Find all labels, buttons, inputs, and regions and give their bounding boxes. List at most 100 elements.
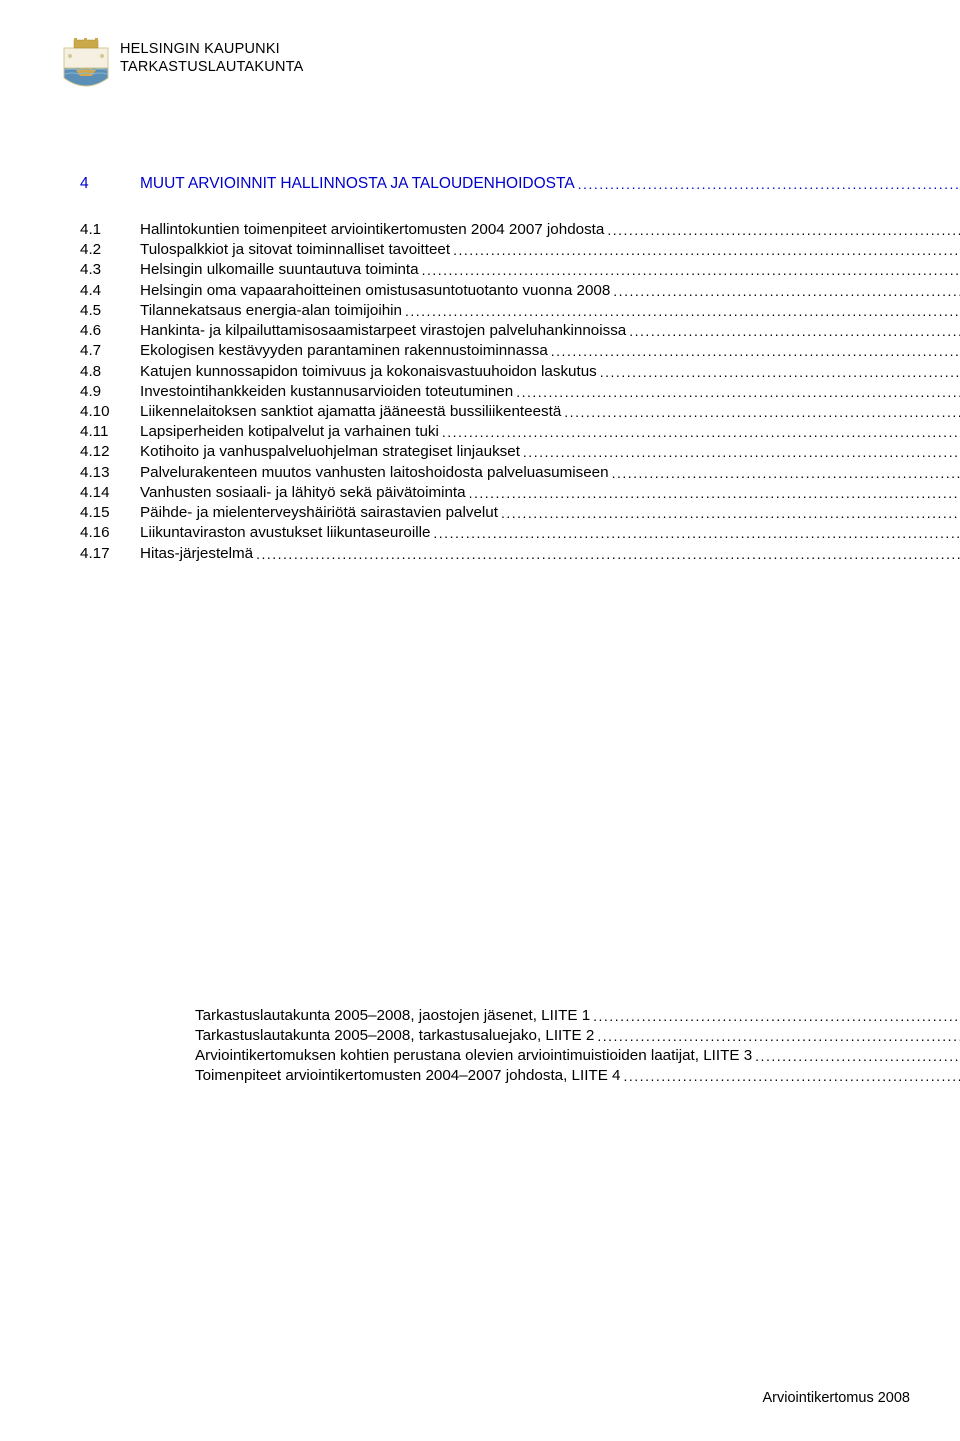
appendix-title-text: Arviointikertomuksen kohtien perustana o… — [195, 1046, 752, 1066]
toc-row: 4.2Tulospalkkiot ja sitovat toiminnallis… — [80, 240, 882, 260]
toc-row: 4.15Päihde- ja mielenterveyshäiriötä sai… — [80, 503, 882, 523]
toc-row: 4.4Helsingin oma vapaarahoitteinen omist… — [80, 281, 882, 301]
toc-title: Helsingin ulkomaille suuntautuva toimint… — [140, 260, 960, 280]
toc-title-text: Hankinta- ja kilpailuttamisosaamistarpee… — [140, 321, 626, 341]
section-title: MUUT ARVIOINNIT HALLINNOSTA JA TALOUDENH… — [140, 175, 960, 193]
toc-title-text: Liikuntaviraston avustukset liikuntaseur… — [140, 523, 430, 543]
section-number: 4 — [80, 175, 140, 193]
toc-number: 4.5 — [80, 301, 140, 321]
toc-title: Vanhusten sosiaali- ja lähityö sekä päiv… — [140, 483, 960, 503]
toc-number: 4.15 — [80, 503, 140, 523]
appendix-title: Arviointikertomuksen kohtien perustana o… — [195, 1046, 960, 1066]
toc-title: Lapsiperheiden kotipalvelut ja varhainen… — [140, 422, 960, 442]
toc-row: 4.7Ekologisen kestävyyden parantaminen r… — [80, 341, 882, 361]
leader-dots — [561, 402, 960, 422]
toc-title: Tulospalkkiot ja sitovat toiminnalliset … — [140, 240, 960, 260]
toc-title: Helsingin oma vapaarahoitteinen omistusa… — [140, 281, 960, 301]
leader-dots — [402, 301, 960, 321]
appendix-row: Tarkastuslautakunta 2005–2008, tarkastus… — [195, 1026, 882, 1046]
toc-title-text: Ekologisen kestävyyden parantaminen rake… — [140, 341, 548, 361]
toc-title: Investointihankkeiden kustannusarvioiden… — [140, 382, 960, 402]
toc-number: 4.11 — [80, 422, 140, 442]
appendix-row: Arviointikertomuksen kohtien perustana o… — [195, 1046, 882, 1066]
toc-row: 4.3Helsingin ulkomaille suuntautuva toim… — [80, 260, 882, 280]
toc-row: 4.1Hallintokuntien toimenpiteet arvioint… — [80, 220, 882, 240]
toc-title-text: Lapsiperheiden kotipalvelut ja varhainen… — [140, 422, 439, 442]
toc-title: Hallintokuntien toimenpiteet arviointike… — [140, 220, 960, 240]
toc-title-text: Hallintokuntien toimenpiteet arviointike… — [140, 220, 604, 240]
toc-number: 4.4 — [80, 281, 140, 301]
toc-number: 4.8 — [80, 362, 140, 382]
leader-dots — [752, 1046, 960, 1066]
toc-row: 4.11Lapsiperheiden kotipalvelut ja varha… — [80, 422, 882, 442]
toc-title-text: Helsingin oma vapaarahoitteinen omistusa… — [140, 281, 610, 301]
toc-row: 4.16Liikuntaviraston avustukset liikunta… — [80, 523, 882, 543]
toc-title-text: Katujen kunnossapidon toimivuus ja kokon… — [140, 362, 597, 382]
leader-dots — [621, 1066, 960, 1086]
toc-number: 4.2 — [80, 240, 140, 260]
toc-title: Hitas-järjestelmä83 — [140, 544, 960, 564]
toc-title-text: Investointihankkeiden kustannusarvioiden… — [140, 382, 513, 402]
appendix-title-text: Tarkastuslautakunta 2005–2008, jaostojen… — [195, 1006, 590, 1026]
appendix-title-text: Toimenpiteet arviointikertomusten 2004–2… — [195, 1066, 621, 1086]
toc-row: 4.17Hitas-järjestelmä83 — [80, 544, 882, 564]
toc-title: Liikennelaitoksen sanktiot ajamatta jään… — [140, 402, 960, 422]
leader-dots — [430, 523, 960, 543]
toc-title-text: Vanhusten sosiaali- ja lähityö sekä päiv… — [140, 483, 466, 503]
toc-title: Katujen kunnossapidon toimivuus ja kokon… — [140, 362, 960, 382]
appendix-title: Tarkastuslautakunta 2005–2008, tarkastus… — [195, 1026, 960, 1046]
leader-dots — [498, 503, 960, 523]
org-line-2: TARKASTUSLAUTAKUNTA — [120, 58, 303, 76]
leader-dots — [604, 220, 960, 240]
toc-number: 4.9 — [80, 382, 140, 402]
toc-title: Palvelurakenteen muutos vanhusten laitos… — [140, 463, 960, 483]
helsinki-crest-icon — [62, 38, 110, 94]
toc-title-text: Tulospalkkiot ja sitovat toiminnalliset … — [140, 240, 450, 260]
appendix-title-text: Tarkastuslautakunta 2005–2008, tarkastus… — [195, 1026, 594, 1046]
appendix-row: Toimenpiteet arviointikertomusten 2004–2… — [195, 1066, 882, 1086]
appendix-list: Tarkastuslautakunta 2005–2008, jaostojen… — [80, 1006, 882, 1087]
toc-row: 4.10Liikennelaitoksen sanktiot ajamatta … — [80, 402, 882, 422]
toc-number: 4.7 — [80, 341, 140, 361]
toc-title-text: Kotihoito ja vanhuspalveluohjelman strat… — [140, 442, 520, 462]
leader-dots — [513, 382, 960, 402]
toc-title: Päihde- ja mielenterveyshäiriötä sairast… — [140, 503, 960, 523]
toc-row: 4.12Kotihoito ja vanhuspalveluohjelman s… — [80, 442, 882, 462]
document-header: HELSINGIN KAUPUNKI TARKASTUSLAUTAKUNTA — [62, 38, 303, 94]
leader-dots — [597, 362, 960, 382]
toc-title: Ekologisen kestävyyden parantaminen rake… — [140, 341, 960, 361]
toc-row: 4.8Katujen kunnossapidon toimivuus ja ko… — [80, 362, 882, 382]
toc-title-text: Päihde- ja mielenterveyshäiriötä sairast… — [140, 503, 498, 523]
leader-dots — [609, 463, 960, 483]
leader-dots — [626, 321, 960, 341]
leader-dots — [419, 260, 960, 280]
toc-row: 4.14Vanhusten sosiaali- ja lähityö sekä … — [80, 483, 882, 503]
leader-dots — [253, 544, 960, 564]
toc-number: 4.12 — [80, 442, 140, 462]
appendix-title: Tarkastuslautakunta 2005–2008, jaostojen… — [195, 1006, 960, 1026]
toc-title-text: Helsingin ulkomaille suuntautuva toimint… — [140, 260, 419, 280]
appendix-title: Toimenpiteet arviointikertomusten 2004–2… — [195, 1066, 960, 1086]
toc-row: 4.5Tilannekatsaus energia-alan toimijoih… — [80, 301, 882, 321]
toc-list: 4.1Hallintokuntien toimenpiteet arvioint… — [80, 220, 882, 564]
toc-row: 4.9Investointihankkeiden kustannusarvioi… — [80, 382, 882, 402]
toc-number: 4.13 — [80, 463, 140, 483]
leader-dots — [466, 483, 960, 503]
toc-number: 4.14 — [80, 483, 140, 503]
leader-dots — [450, 240, 960, 260]
toc-title-text: Liikennelaitoksen sanktiot ajamatta jään… — [140, 402, 561, 422]
toc-content: 4 MUUT ARVIOINNIT HALLINNOSTA JA TALOUDE… — [80, 175, 882, 1087]
toc-number: 4.17 — [80, 544, 140, 564]
toc-title-text: Tilannekatsaus energia-alan toimijoihin — [140, 301, 402, 321]
leader-dots — [520, 442, 960, 462]
toc-number: 4.1 — [80, 220, 140, 240]
footer-text: Arviointikertomus 2008 — [763, 1390, 911, 1406]
leader-dots — [575, 175, 960, 193]
toc-row: 4.6Hankinta- ja kilpailuttamisosaamistar… — [80, 321, 882, 341]
toc-title-text: Hitas-järjestelmä — [140, 544, 253, 564]
toc-number: 4.3 — [80, 260, 140, 280]
leader-dots — [439, 422, 960, 442]
org-line-1: HELSINGIN KAUPUNKI — [120, 40, 303, 58]
toc-title: Hankinta- ja kilpailuttamisosaamistarpee… — [140, 321, 960, 341]
toc-number: 4.6 — [80, 321, 140, 341]
